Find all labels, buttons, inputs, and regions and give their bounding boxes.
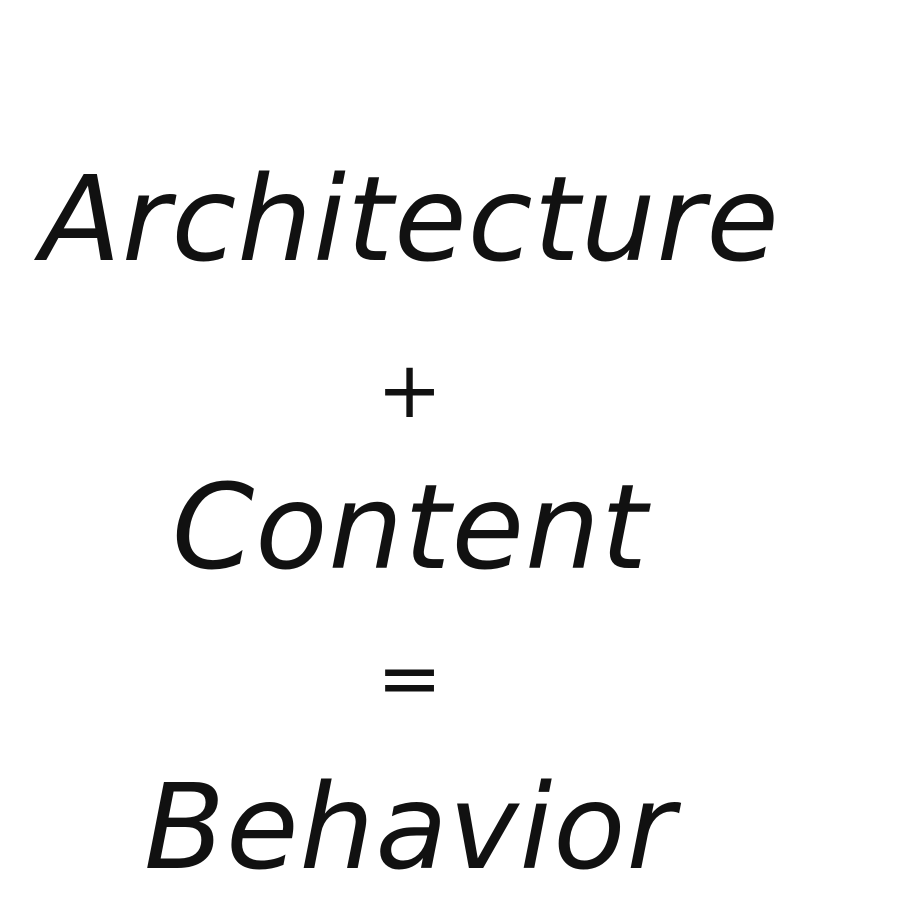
plus-sign: + bbox=[376, 346, 444, 436]
equals-sign: = bbox=[376, 634, 444, 724]
equation-term-behavior: Behavior bbox=[144, 758, 676, 896]
equation-term-architecture: Architecture bbox=[40, 150, 780, 288]
equation-term-content: Content bbox=[171, 458, 649, 596]
